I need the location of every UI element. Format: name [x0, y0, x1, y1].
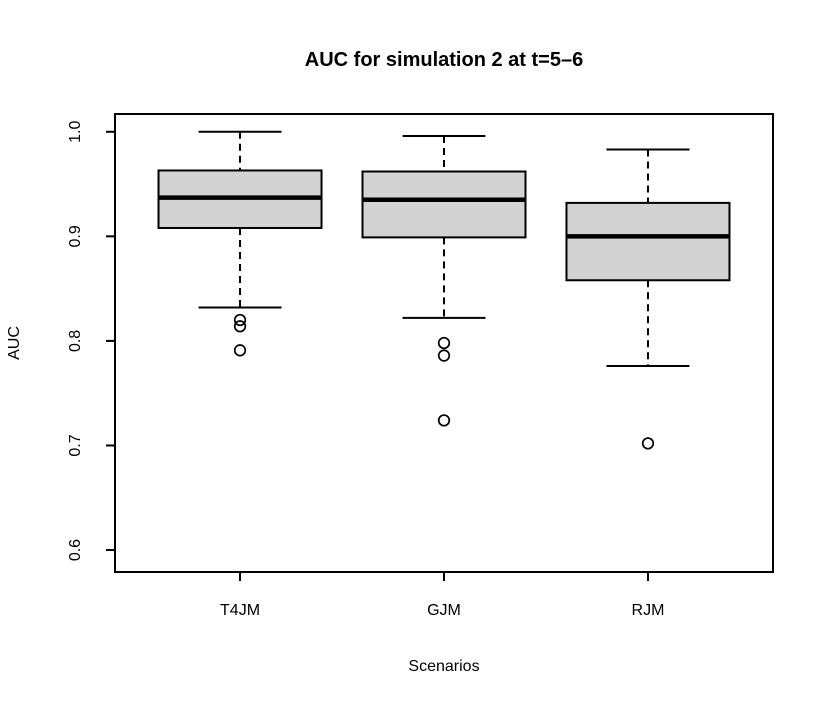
x-category-label: RJM — [632, 602, 665, 619]
x-axis-title: Scenarios — [408, 658, 479, 675]
outlier-point-T4JM — [233, 320, 247, 333]
outlier-point-RJM — [641, 437, 655, 450]
x-category-label: T4JM — [220, 602, 260, 619]
y-tick-label: 0.8 — [67, 330, 84, 352]
iqr-box-GJM — [361, 170, 527, 239]
y-tick-label: 1.0 — [67, 121, 84, 143]
y-axis-title: AUC — [6, 326, 23, 360]
x-category-label: GJM — [427, 602, 461, 619]
y-tick-label: 0.6 — [67, 539, 84, 561]
outlier-point-GJM — [437, 349, 451, 362]
plot-area: 1.0 0.9 0.8 0.7 0.6 T4JM GJM RJM — [67, 113, 774, 619]
y-tick-label: 0.9 — [67, 225, 84, 247]
chart-title: AUC for simulation 2 at t=5–6 — [305, 49, 583, 71]
outlier-point-T4JM — [233, 344, 247, 357]
outlier-point-T4JM — [233, 313, 247, 327]
iqr-box-RJM — [565, 201, 731, 282]
outlier-point-GJM — [437, 414, 451, 427]
y-tick-label: 0.7 — [67, 434, 84, 456]
outlier-point-GJM — [437, 336, 451, 350]
